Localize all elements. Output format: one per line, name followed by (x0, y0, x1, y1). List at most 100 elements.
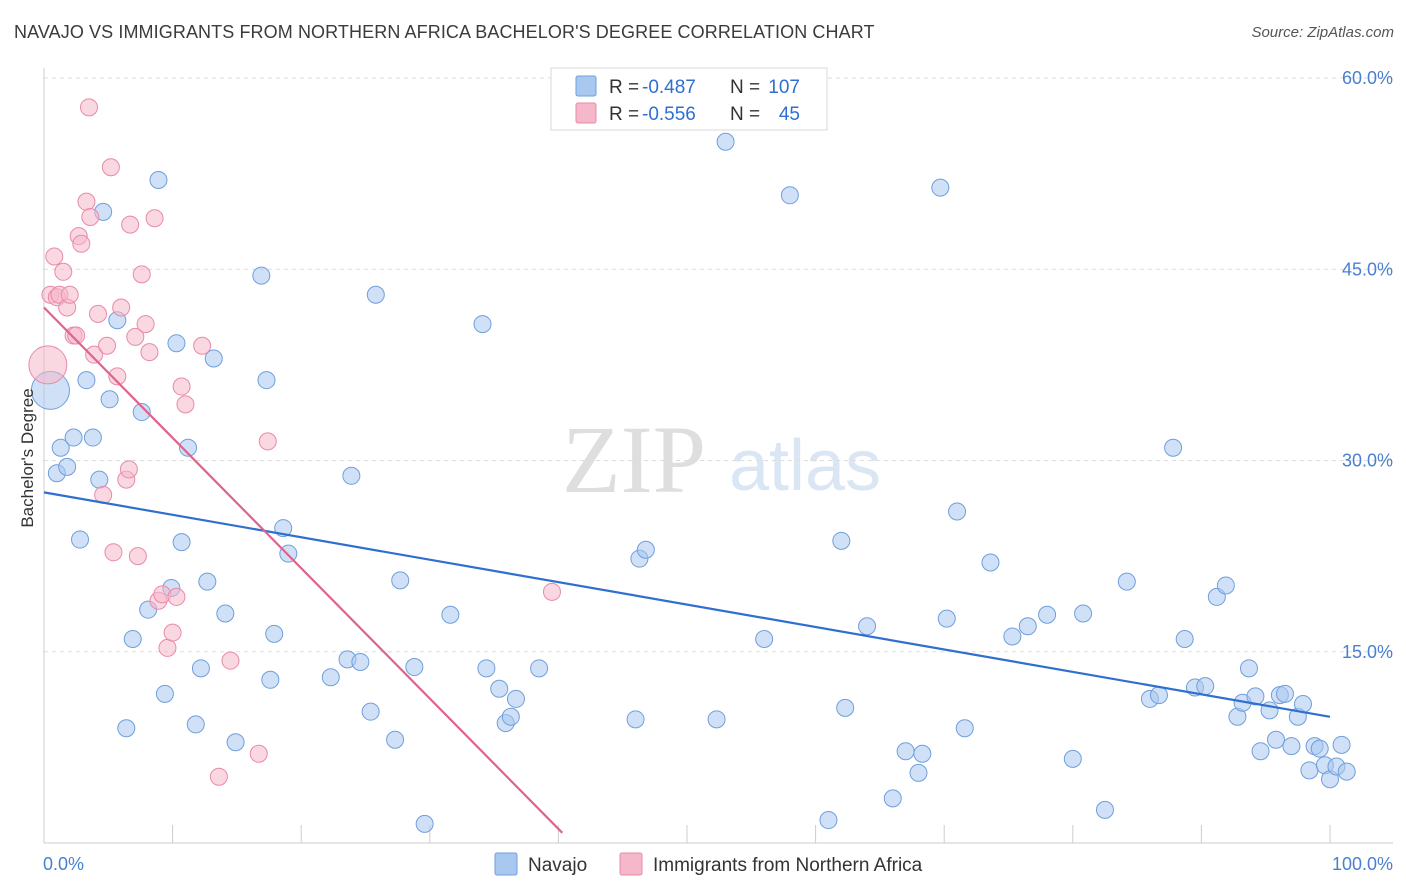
navajo-point (506, 689, 525, 708)
immigrants-point (67, 326, 86, 345)
navajo-point (716, 132, 735, 151)
navajo-point (707, 710, 726, 729)
immigrants-point (101, 158, 120, 177)
navajo-point (51, 438, 70, 457)
navajo-point (149, 171, 168, 189)
navajo-point (858, 617, 877, 636)
navajo-point (819, 811, 838, 830)
navajo-point (155, 684, 174, 703)
navajo-point (909, 763, 928, 782)
navajo-point (981, 553, 1000, 572)
navajo-point (501, 707, 520, 726)
immigrants-point (542, 582, 561, 601)
immigrants-point (132, 265, 151, 284)
immigrants-point (258, 432, 277, 451)
y-tick-label: 60.0% (1342, 68, 1393, 88)
navajo-point (204, 349, 223, 368)
navajo-point (77, 371, 96, 390)
chart-source: Source: ZipAtlas.com (1251, 24, 1394, 41)
navajo-point (1095, 800, 1114, 819)
y-tick-labels: 15.0% 30.0% 45.0% 60.0% (1342, 68, 1393, 662)
navajo-point (636, 540, 655, 559)
navajo-point (226, 733, 245, 752)
navajo-point (1149, 686, 1168, 705)
immigrants-point (163, 623, 182, 642)
navajo-point (1038, 605, 1057, 624)
navajo-point (896, 742, 915, 761)
stats-legend: R = -0.487 N = 107 R = -0.556 N = 45 (550, 67, 828, 131)
y-axis-title: Bachelor's Degree (18, 388, 37, 527)
navajo-point (123, 630, 142, 648)
navajo-point (1251, 742, 1270, 761)
immigrants-point (193, 336, 212, 355)
immigrants-point (85, 345, 104, 364)
navajo-point (83, 428, 102, 447)
immigrants-point (221, 651, 240, 670)
navajo-point (1063, 749, 1082, 768)
immigrants-point (209, 767, 228, 786)
immigrants-point (108, 367, 127, 386)
immigrants-point (28, 345, 68, 385)
navajo-point (386, 730, 405, 749)
stats-legend-box (550, 67, 828, 131)
navajo-point (167, 334, 186, 353)
immigrants-point (45, 247, 64, 266)
navajo-point (832, 531, 851, 550)
watermark-atlas: atlas (729, 426, 881, 506)
navajo-point (1196, 677, 1215, 696)
navajo-point (132, 403, 151, 422)
navajo-point (1003, 627, 1022, 646)
immigrants-point (121, 215, 140, 234)
navajo-point (415, 814, 434, 833)
legend-n-label: N = (730, 77, 760, 98)
immigrants-point (80, 98, 99, 117)
navajo-point (1216, 576, 1235, 595)
navajo-point (1300, 761, 1319, 780)
navajo-point (955, 719, 974, 738)
navajo-point (1332, 735, 1351, 754)
immigrants-point (112, 298, 131, 317)
series-legend-immigrants: Immigrants from Northern Africa (653, 855, 923, 876)
navajo-point (265, 624, 284, 643)
navajo-point (257, 371, 276, 390)
navajo-point (198, 572, 217, 591)
legend-r-label: R = (609, 77, 639, 98)
immigrants-point (136, 315, 155, 334)
immigrants-point (140, 343, 159, 362)
y-tick-label: 45.0% (1342, 259, 1393, 279)
navajo-point (780, 186, 799, 205)
navajo-point (342, 466, 361, 485)
navajo-point (261, 670, 280, 689)
immigrants-point (249, 744, 268, 763)
navajo-point (937, 609, 956, 628)
series-legend-swatch-immigrants (619, 852, 643, 876)
x-tick-label-min: 0.0% (43, 854, 84, 874)
navajo-point (1074, 604, 1093, 623)
navajo-point (405, 658, 424, 677)
navajo-point (252, 266, 271, 285)
legend-n-label: N = (730, 104, 760, 125)
legend-n-value: 45 (779, 104, 800, 125)
navajo-point (626, 710, 645, 729)
legend-r-value: -0.487 (642, 77, 696, 98)
navajo-point (473, 315, 492, 334)
navajo-point (366, 285, 385, 304)
x-ticks (172, 825, 1331, 843)
immigrants-point (158, 638, 177, 657)
navajo-point (1164, 438, 1183, 457)
immigrants-point (145, 209, 164, 228)
series-immigrants-points (28, 98, 561, 786)
navajo-point (883, 789, 902, 808)
navajo-point (100, 390, 119, 409)
navajo-point (1282, 737, 1301, 756)
navajo-point (1018, 617, 1037, 636)
immigrants-trend-line (43, 306, 564, 834)
immigrants-point (172, 377, 191, 396)
navajo-point (1337, 762, 1356, 781)
immigrants-point (54, 262, 73, 281)
immigrants-point (176, 395, 195, 414)
navajo-point (391, 571, 410, 590)
immigrants-point (89, 304, 108, 323)
navajo-point (172, 533, 191, 552)
